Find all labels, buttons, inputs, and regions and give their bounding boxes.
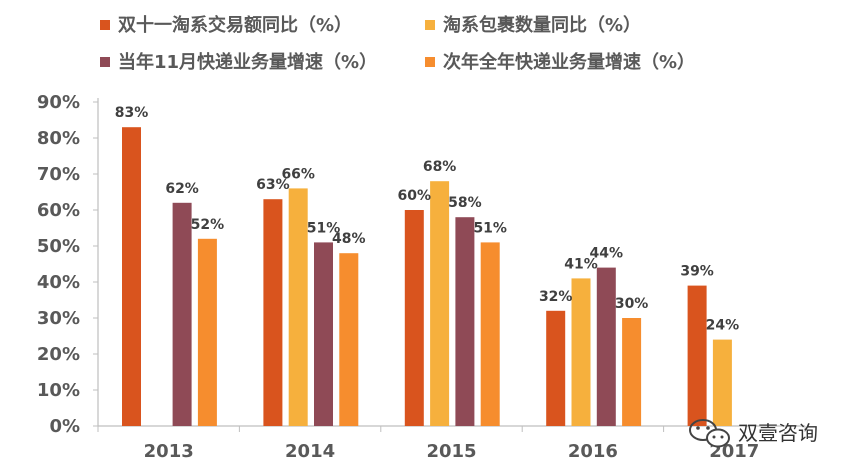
legend-swatch-1 <box>100 20 110 30</box>
bar-2016-series-2 <box>571 278 591 426</box>
legend-label-3: 当年11月快递业务量增速（%） <box>118 51 377 73</box>
y-tick-label: 90% <box>37 92 80 113</box>
data-label: 39% <box>680 264 714 280</box>
data-label: 83% <box>115 105 149 121</box>
x-axis: 2013 2014 2015 2016 2017 <box>97 425 806 462</box>
data-label: 24% <box>706 318 740 334</box>
x-tick-label: 2014 <box>285 441 335 462</box>
bar-2013-series-3 <box>172 202 192 426</box>
data-label: 51% <box>307 220 341 236</box>
x-tick-label: 2013 <box>144 441 194 462</box>
data-label: 41% <box>564 256 598 272</box>
y-tick-label: 80% <box>37 128 80 149</box>
legend-swatch-3 <box>100 57 110 67</box>
y-tick-label: 50% <box>37 236 80 257</box>
watermark: 双壹咨询 <box>689 419 818 448</box>
bar-2015-series-3 <box>455 217 475 426</box>
legend-swatch-2 <box>425 20 435 30</box>
y-tick-label: 60% <box>37 200 80 221</box>
legend-label-4: 次年全年快递业务量增速（%） <box>443 51 695 73</box>
data-label: 63% <box>256 177 290 193</box>
bar-2016-series-4 <box>622 318 642 426</box>
data-label: 30% <box>615 296 649 312</box>
legend-label-2: 淘系包裹数量同比（%） <box>443 14 641 36</box>
data-label: 44% <box>590 246 624 262</box>
bar-2014-series-3 <box>314 242 333 426</box>
data-label: 58% <box>448 195 482 211</box>
wechat-icon <box>689 419 730 448</box>
legend: 双十一淘系交易额同比（%） 淘系包裹数量同比（%） 当年11月快递业务量增速（%） 次… <box>100 14 695 73</box>
data-label: 60% <box>398 188 432 204</box>
y-tick-label: 30% <box>37 308 80 329</box>
data-labels: 83%62%52%63%66%51%48%60%68%58%51%32%41%4… <box>115 105 739 333</box>
y-tick-label: 20% <box>37 344 80 365</box>
bar-2013-series-1 <box>122 127 141 426</box>
bar-2017-series-1 <box>687 285 707 426</box>
bar-2014-series-4 <box>339 253 359 426</box>
bar-2014-series-2 <box>288 188 308 426</box>
y-tick-label: 0% <box>49 416 80 437</box>
data-label: 62% <box>165 181 199 197</box>
data-label: 51% <box>473 220 507 236</box>
data-label: 66% <box>281 166 315 182</box>
bar-2014-series-1 <box>263 199 283 426</box>
y-tick-label: 70% <box>37 164 80 185</box>
data-label: 48% <box>332 231 366 247</box>
bar-2015-series-4 <box>480 242 500 426</box>
x-tick-label: 2015 <box>426 441 476 462</box>
data-label: 32% <box>539 289 573 305</box>
legend-swatch-4 <box>425 57 435 67</box>
bar-2016-series-3 <box>596 267 616 426</box>
y-tick-label: 10% <box>37 380 80 401</box>
data-label: 68% <box>423 159 457 175</box>
bar-2013-series-4 <box>197 238 217 426</box>
bar-2015-series-2 <box>430 181 450 426</box>
y-tick-label: 40% <box>37 272 80 293</box>
legend-label-1: 双十一淘系交易额同比（%） <box>118 14 352 36</box>
bar-2017-series-2 <box>712 339 732 426</box>
bars <box>122 127 732 426</box>
y-axis: 0% 10% 20% 30% 40% 50% 60% 70% 80% 90% <box>37 92 99 437</box>
bar-2015-series-1 <box>404 210 424 426</box>
x-tick-label: 2016 <box>568 441 618 462</box>
bar-2016-series-1 <box>546 310 566 426</box>
data-label: 52% <box>191 217 225 233</box>
watermark-text: 双壹咨询 <box>738 421 818 445</box>
